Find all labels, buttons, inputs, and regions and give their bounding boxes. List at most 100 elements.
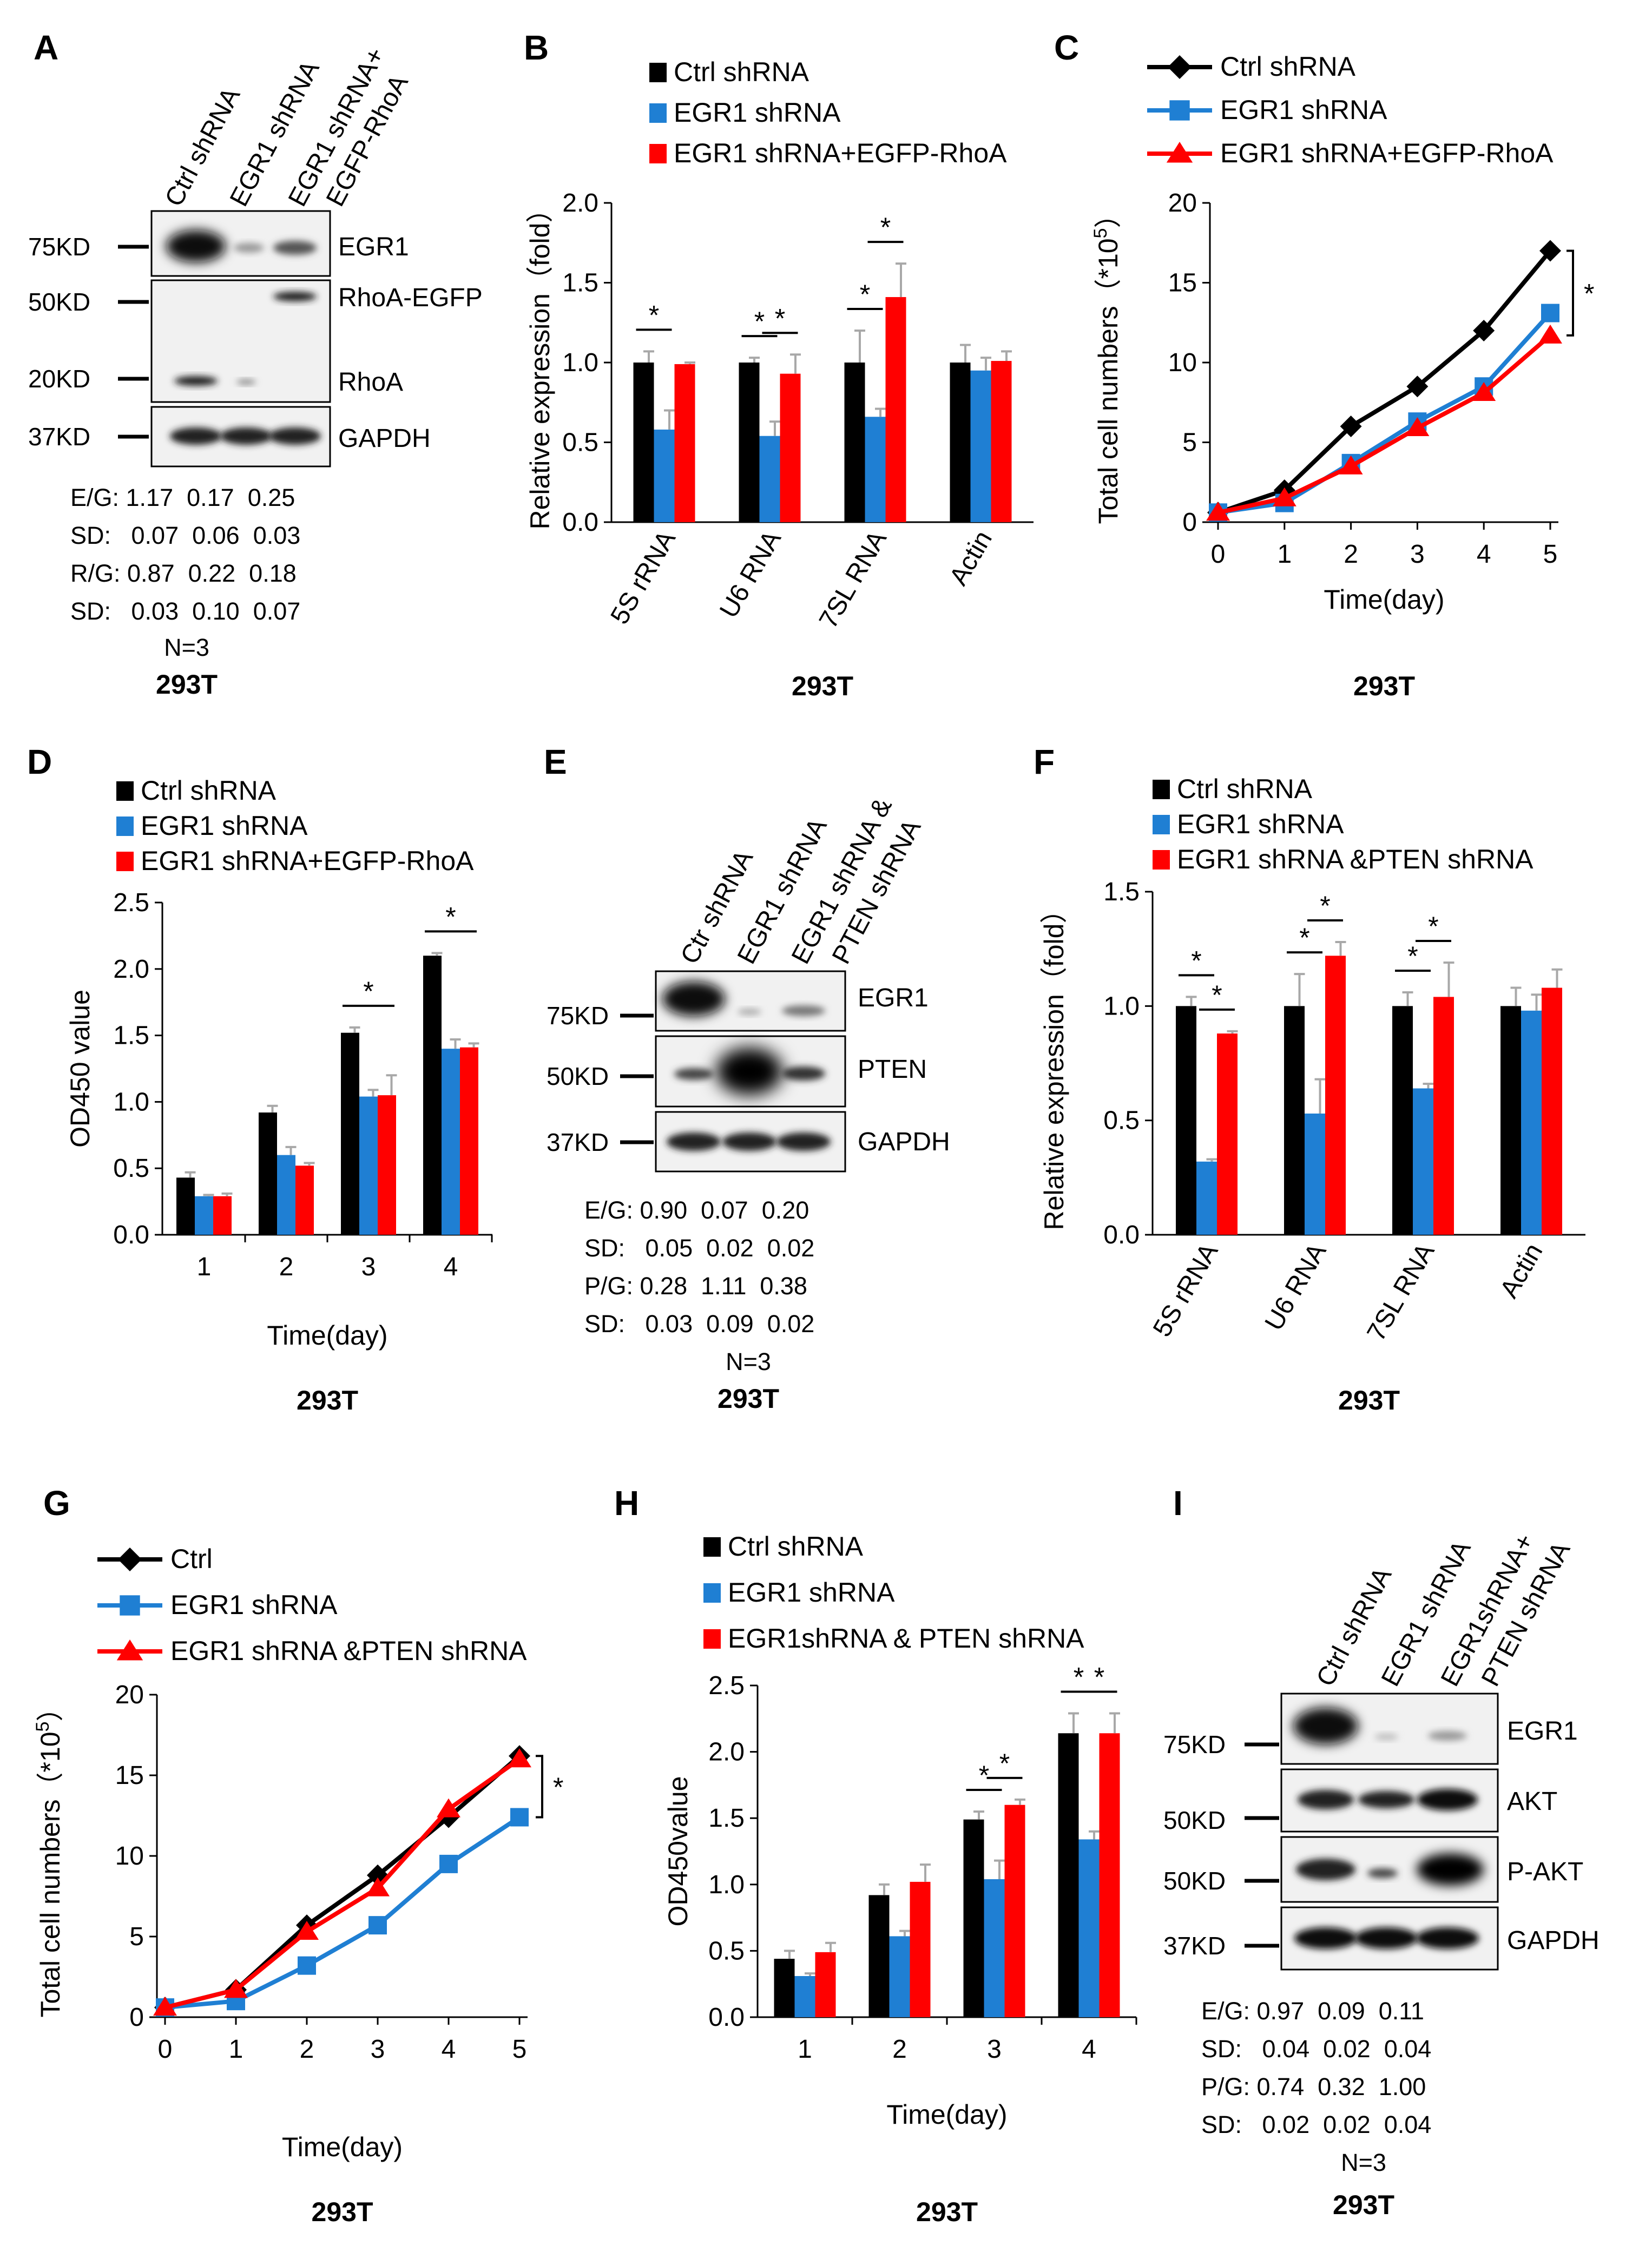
y-axis-label-close: ）	[1093, 201, 1123, 228]
data-point	[298, 1956, 316, 1975]
legend-label: EGR1 shRNA &PTEN shRNA	[1177, 844, 1533, 874]
quant-row: R/G: 0.87 0.22 0.18	[70, 559, 297, 587]
data-point	[1406, 376, 1429, 398]
y-tick-label: 0.5	[708, 1937, 745, 1965]
legend-swatch	[703, 1583, 721, 1603]
legend-label: EGR1 shRNA	[141, 811, 308, 841]
significance-star: *	[1212, 980, 1222, 1010]
panel-i: I Ctrl shRNA EGR1 shRNA EGR1shRNA+ PTEN …	[1163, 1484, 1600, 2220]
x-axis-label: Time(day)	[1324, 584, 1444, 615]
y-tick-label: 5	[129, 1922, 144, 1951]
band	[716, 1048, 783, 1095]
significance-star: *	[649, 300, 659, 330]
legend-label: EGR1 shRNA+EGFP-RhoA	[1220, 138, 1554, 168]
y-tick-label: 0.5	[113, 1154, 149, 1183]
cell-line-caption: 293T	[916, 2197, 978, 2227]
marker-label: 75KD	[547, 1002, 609, 1030]
band	[273, 292, 317, 301]
significance-star: *	[1074, 1662, 1084, 1692]
bar	[991, 361, 1012, 522]
bar	[1413, 1088, 1433, 1235]
legend-label: Ctrl shRNA	[674, 57, 809, 87]
band	[667, 1132, 721, 1151]
blot-strip-egr1	[655, 970, 846, 1032]
x-tick-label: 2	[892, 2035, 907, 2064]
significance-star: *	[775, 303, 785, 333]
band	[273, 241, 317, 255]
y-tick-label: 1.0	[1103, 992, 1140, 1020]
data-point	[510, 1808, 529, 1827]
legend-swatch	[116, 852, 134, 871]
y-axis-label-text: Total cell numbers（*10	[35, 1731, 65, 2017]
y-tick-label: 1.5	[562, 269, 598, 298]
data-point	[120, 1595, 140, 1616]
marker-label: 50KD	[1163, 1867, 1226, 1895]
quant-row: SD: 0.04 0.02 0.04	[1201, 2035, 1431, 2063]
significance-bracket	[536, 1755, 543, 1819]
data-point	[1541, 304, 1559, 322]
x-tick-label: 4	[1477, 540, 1491, 569]
band-label: P-AKT	[1507, 1858, 1583, 1886]
bar	[794, 1976, 815, 2017]
band	[662, 982, 725, 1016]
data-point	[1272, 487, 1296, 506]
data-point	[368, 1916, 387, 1935]
bar	[442, 1049, 460, 1235]
cell-line-caption: 293T	[1333, 2190, 1394, 2220]
x-tick-label: 2	[300, 2035, 314, 2064]
marker-label: 75KD	[28, 233, 90, 261]
x-tick-label: 0	[1211, 540, 1226, 569]
data-point	[366, 1877, 390, 1897]
band-label: RhoA	[338, 368, 403, 397]
band-label: RhoA-EGFP	[338, 284, 483, 312]
bar	[885, 297, 906, 522]
significance-star: *	[1299, 923, 1309, 953]
legend-label: EGR1 shRNA	[170, 1590, 338, 1620]
legend-label: Ctrl shRNA	[1177, 774, 1313, 804]
data-point	[118, 1548, 142, 1571]
y-tick-label: 20	[115, 1681, 144, 1709]
y-tick-label: 2.0	[113, 955, 149, 984]
bar	[774, 1959, 795, 2017]
bar	[1078, 1839, 1100, 2017]
quant-row: P/G: 0.74 0.32 1.00	[1201, 2073, 1426, 2100]
band	[1416, 1927, 1479, 1949]
band	[1355, 1927, 1418, 1949]
band	[174, 376, 218, 386]
bar	[1058, 1733, 1079, 2017]
y-axis-label-superscript: 5	[1090, 228, 1111, 239]
legend-label: EGR1 shRNA	[674, 97, 841, 128]
series-line	[164, 1815, 521, 2010]
quant-row: SD: 0.03 0.10 0.07	[70, 597, 300, 625]
y-tick-label: 15	[1168, 269, 1197, 298]
bar-chart-h: H Ctrl shRNA EGR1 shRNA EGR1shRNA & PTEN sh…	[614, 1484, 1137, 2227]
marker-label: 37KD	[1163, 1932, 1226, 1960]
cell-line-caption: 293T	[156, 669, 218, 700]
y-axis-label: Relative expression（fold）	[525, 196, 555, 530]
legend-swatch	[116, 816, 134, 836]
band	[782, 1066, 825, 1081]
legend-label: Ctrl	[170, 1544, 213, 1574]
band	[1294, 1927, 1357, 1949]
marker-label: 75KD	[1163, 1730, 1226, 1759]
bar	[633, 363, 654, 522]
bar	[460, 1047, 478, 1235]
bar	[815, 1952, 836, 2017]
panel-letter-d: D	[27, 742, 52, 781]
x-tick-label: 3	[371, 2035, 385, 2064]
quant-row: SD: 0.05 0.02 0.02	[584, 1234, 814, 1262]
legend-label: Ctrl shRNA	[728, 1531, 864, 1562]
quant-row: E/G: 0.97 0.09 0.11	[1201, 1997, 1424, 2025]
x-tick-label: 7SL RNA	[814, 526, 892, 633]
marker-label: 50KD	[1163, 1806, 1226, 1834]
bar	[1004, 1805, 1025, 2017]
series-line	[1217, 249, 1552, 515]
quant-row: E/G: 1.17 0.17 0.25	[70, 484, 295, 511]
replicate-count: N=3	[726, 1348, 771, 1375]
band	[1417, 1853, 1484, 1886]
band-label: AKT	[1507, 1787, 1557, 1816]
legend-label: EGR1 shRNA	[728, 1577, 895, 1608]
band	[776, 1132, 831, 1151]
x-tick-label: Actin	[1495, 1239, 1548, 1303]
data-point	[153, 1997, 177, 2016]
